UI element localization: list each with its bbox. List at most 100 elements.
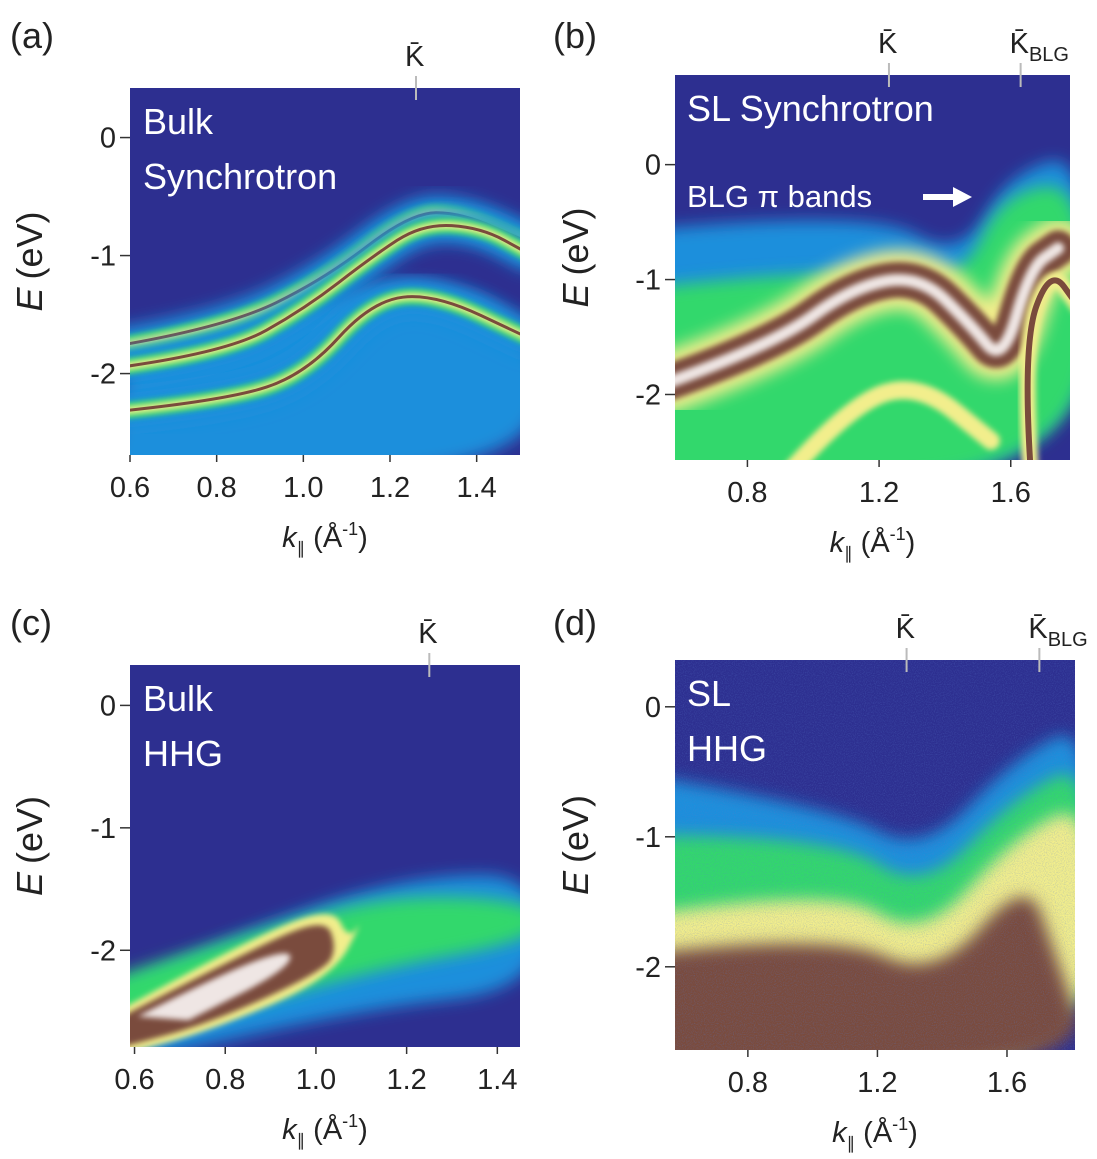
k-marker-label: K̄BLG — [1028, 613, 1087, 651]
x-label-close: ) — [908, 1117, 918, 1149]
y-axis-label: E (eV) — [555, 207, 596, 307]
x-tick-label: 1.2 — [857, 1067, 897, 1099]
x-tick-label: 1.0 — [283, 472, 323, 504]
x-label-exp: -1 — [342, 1111, 358, 1131]
panel: (b) SL Synchrotron BLG π bands 0.8 1.2 1.6 0 -1… — [553, 15, 1070, 563]
x-label-unit: (Å — [861, 526, 891, 559]
x-axis-label: k∥ (Å-1) — [282, 1111, 368, 1150]
x-label-exp: -1 — [890, 524, 906, 544]
y-axis-label: E (eV) — [9, 211, 50, 311]
y-tick-label: 0 — [645, 150, 661, 182]
k-marker-label: K̄BLG — [1010, 28, 1069, 66]
x-label-sub: ∥ — [297, 539, 306, 558]
y-tick-label: -1 — [635, 822, 661, 854]
x-label-unit: (Å — [313, 521, 343, 554]
y-tick-label: -2 — [635, 952, 661, 984]
x-tick-label: 1.2 — [370, 472, 410, 504]
x-label-sub: ∥ — [297, 1131, 306, 1150]
k-marker-label: K̄ — [405, 41, 425, 73]
x-tick-label: 0.6 — [114, 1064, 154, 1096]
y-label-symbol: E — [555, 870, 596, 895]
y-label-symbol: E — [555, 283, 596, 308]
panel: (a) Bulk Synchrotron 0.6 0.8 1.0 1.2 1.4 0 -1 -2 k∥… — [9, 15, 520, 558]
x-label-sub: ∥ — [844, 544, 853, 563]
band — [675, 242, 1065, 387]
k-marker-sub: BLG — [1029, 44, 1069, 66]
x-label-unit: (Å — [313, 1113, 343, 1146]
y-tick-label: 0 — [100, 690, 116, 722]
band — [788, 381, 1000, 460]
x-tick-label: 1.0 — [296, 1064, 336, 1096]
intensity-region — [675, 186, 1070, 460]
panel-label: (b) — [553, 15, 597, 56]
y-tick-label: -1 — [90, 813, 116, 845]
band — [1024, 277, 1070, 460]
panel-label: (a) — [10, 15, 54, 56]
k-marker-name: K̄ — [896, 613, 916, 645]
k-marker-name: K̄ — [1028, 613, 1048, 645]
x-label-exp: -1 — [892, 1114, 908, 1134]
x-label-symbol: k — [282, 522, 298, 554]
x-tick-label: 1.4 — [457, 472, 497, 504]
y-tick-label: 0 — [100, 123, 116, 155]
panel-title: Bulk — [143, 678, 214, 719]
x-tick-label: 1.6 — [987, 1067, 1027, 1099]
x-tick-label: 1.4 — [477, 1064, 517, 1096]
k-marker-label: K̄ — [896, 613, 916, 645]
heatmap — [130, 665, 520, 1047]
y-axis-label: E (eV) — [555, 795, 596, 895]
y-label-symbol: E — [9, 287, 50, 312]
intensity-region — [137, 953, 291, 1021]
x-tick-label: 0.8 — [197, 472, 237, 504]
k-marker-name: K̄ — [418, 618, 438, 650]
x-label-symbol: k — [282, 1114, 298, 1146]
x-axis-label: k∥ (Å-1) — [282, 519, 368, 558]
speckle — [675, 660, 1075, 1050]
y-tick-label: -1 — [635, 265, 661, 297]
x-tick-label: 0.8 — [727, 477, 767, 509]
x-axis-label: k∥ (Å-1) — [832, 1114, 918, 1153]
x-tick-label: 0.8 — [205, 1064, 245, 1096]
x-label-sub: ∥ — [847, 1134, 856, 1153]
x-tick-label: 0.6 — [110, 472, 150, 504]
panel-title: SL Synchrotron — [687, 88, 934, 129]
y-label-unit: (eV) — [9, 796, 50, 864]
y-tick-label: -2 — [90, 935, 116, 967]
panel-label: (c) — [10, 602, 52, 643]
y-tick-label: 0 — [645, 692, 661, 724]
x-tick-label: 1.6 — [991, 477, 1031, 509]
x-label-close: ) — [358, 522, 368, 554]
panel-label: (d) — [553, 602, 597, 643]
panel-title: HHG — [687, 728, 767, 769]
panel-title: SL — [687, 673, 731, 714]
panel-title: HHG — [143, 733, 223, 774]
y-tick-label: -2 — [635, 379, 661, 411]
x-label-unit: (Å — [863, 1116, 893, 1149]
x-label-close: ) — [358, 1114, 368, 1146]
heatmap — [675, 75, 1070, 460]
k-marker-label: K̄ — [418, 618, 438, 650]
k-marker-name: K̄ — [405, 41, 425, 73]
heatmap — [675, 660, 1075, 1050]
panel-title: Synchrotron — [143, 156, 337, 197]
x-tick-label: 0.8 — [728, 1067, 768, 1099]
x-label-symbol: k — [832, 1117, 848, 1149]
k-marker-sub: BLG — [1048, 629, 1088, 651]
y-label-unit: (eV) — [9, 211, 50, 279]
heatmap — [130, 88, 520, 455]
y-label-unit: (eV) — [555, 207, 596, 275]
y-tick-label: -2 — [90, 359, 116, 391]
x-axis-label: k∥ (Å-1) — [830, 524, 916, 563]
x-label-close: ) — [906, 527, 916, 559]
y-tick-label: -1 — [90, 241, 116, 273]
band — [130, 223, 520, 368]
x-label-exp: -1 — [342, 519, 358, 539]
x-tick-label: 1.2 — [859, 477, 899, 509]
k-marker-label: K̄ — [878, 28, 898, 60]
y-label-unit: (eV) — [555, 795, 596, 863]
x-tick-label: 1.2 — [386, 1064, 426, 1096]
panel-title: Bulk — [143, 101, 214, 142]
